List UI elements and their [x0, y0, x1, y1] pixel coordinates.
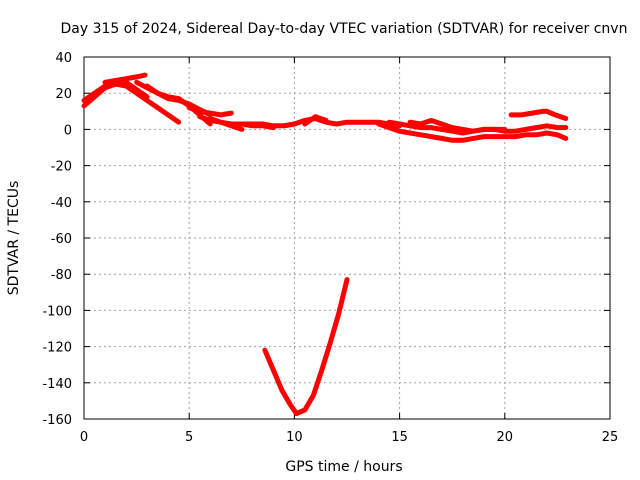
series-track-14: [407, 117, 508, 134]
x-tick-label: 15: [391, 430, 408, 445]
x-tick-label: 5: [185, 430, 193, 445]
y-tick-label: -120: [42, 341, 72, 356]
x-axis-label: GPS time / hours: [285, 459, 402, 475]
y-tick-label: -20: [51, 160, 72, 175]
y-tick-label: 0: [64, 123, 72, 138]
y-tick-label: -100: [42, 304, 72, 319]
series-track-08: [207, 116, 245, 132]
x-tick-label: 25: [602, 430, 619, 445]
series-track-11: [302, 114, 329, 127]
series-track-03: [102, 72, 148, 85]
chart-title: Day 315 of 2024, Sidereal Day-to-day VTE…: [61, 21, 628, 37]
axis-ticks: [83, 56, 611, 420]
y-tick-label: -160: [42, 413, 72, 428]
series-track-15: [508, 108, 569, 121]
x-tick-labels: 0 5 10 15 20 25: [80, 430, 618, 445]
x-tick-label: 10: [286, 430, 303, 445]
y-axis-label: SDTVAR / TECUs: [6, 181, 22, 296]
series-track-16: [262, 277, 350, 417]
x-tick-label: 0: [80, 430, 88, 445]
y-tick-label: -80: [51, 268, 72, 283]
y-tick-label: -60: [51, 232, 72, 247]
y-tick-label: -40: [51, 196, 72, 211]
y-tick-label: 20: [55, 87, 72, 102]
grid-lines: [84, 57, 610, 419]
y-tick-label: 40: [55, 51, 72, 66]
y-tick-labels: -160 -140 -120 -100 -80 -60 -40 -20 0 20 40: [42, 51, 72, 428]
series-tracks: [81, 72, 569, 417]
series-track-06: [186, 105, 234, 118]
x-tick-label: 20: [497, 430, 514, 445]
series-track-12: [376, 121, 569, 143]
y-tick-label: -140: [42, 377, 72, 392]
